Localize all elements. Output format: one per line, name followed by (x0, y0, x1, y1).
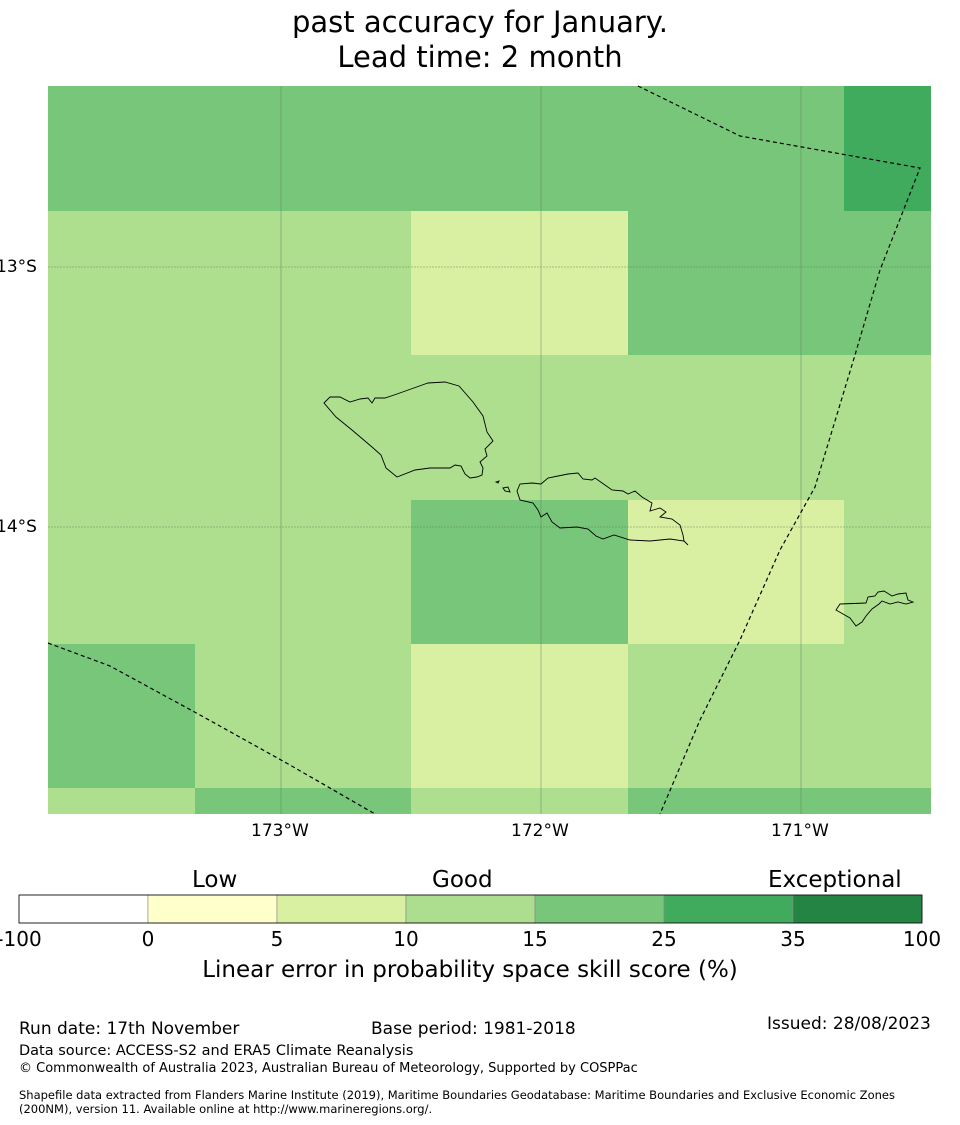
base-period: Base period: 1981-2018 (371, 1019, 576, 1039)
grid-cell (411, 211, 628, 355)
shapefile-credit-line-1: Shapefile data extracted from Flanders M… (19, 1088, 895, 1102)
grid-cell (844, 500, 931, 644)
lon-label-171w: 171°W (771, 821, 829, 841)
grid-cell (48, 211, 411, 355)
map-title-line-2: Lead time: 2 month (337, 40, 623, 74)
run-date: Run date: 17th November (19, 1019, 240, 1039)
island-upolu (516, 472, 689, 546)
colorbar-tick-label: -100 (0, 927, 42, 951)
map-title-line-1: past accuracy for January. (291, 5, 669, 39)
island-apolima (494, 480, 500, 484)
colorbar-segment (792, 894, 923, 924)
colorbar-segment (534, 894, 665, 924)
colorbar-category-good: Good (432, 867, 493, 893)
graticule (48, 86, 931, 814)
colorbar-tick-label: 100 (902, 927, 942, 951)
grid-cell (48, 788, 195, 814)
skill-map (47, 85, 931, 815)
grid-cell (411, 500, 628, 644)
colorbar-tick-label: 5 (270, 927, 284, 951)
coastline (323, 381, 915, 627)
grid-cell (844, 86, 931, 211)
colorbar-category-exceptional: Exceptional (768, 867, 902, 893)
colorbar-category-low: Low (192, 867, 238, 893)
colorbar-outline (18, 894, 923, 924)
colorbar-tick-label: 15 (522, 927, 548, 951)
lon-label-173w: 173°W (251, 821, 309, 841)
grid-cell (411, 644, 628, 788)
skill-grid (48, 86, 931, 814)
issued-date: Issued: 28/08/2023 (767, 1014, 931, 1034)
grid-cell (48, 644, 195, 788)
colorbar-tick-label: 0 (141, 927, 155, 951)
colorbar-segment (18, 894, 149, 924)
grid-cell (628, 644, 931, 788)
grid-cell (48, 355, 931, 500)
lat-label-13s: 13°S (0, 257, 37, 277)
grid-cell (628, 788, 931, 814)
data-source: Data source: ACCESS-S2 and ERA5 Climate … (19, 1043, 414, 1059)
colorbar-label: Linear error in probability space skill … (202, 957, 738, 983)
eez-boundary (47, 85, 921, 815)
colorbar-tick-label: 35 (780, 927, 806, 951)
grid-cell (48, 500, 411, 644)
grid-cell (48, 86, 844, 211)
colorbar-tick-label: 25 (651, 927, 677, 951)
grid-cell (411, 788, 628, 814)
lat-label-14s: 14°S (0, 517, 37, 537)
grid-cell (195, 788, 411, 814)
grid-cell (628, 500, 844, 644)
colorbar-segment (147, 894, 278, 924)
island-tutuila (835, 590, 915, 627)
shapefile-credit-line-2: (200NM), version 11. Available online at… (19, 1102, 433, 1116)
copyright: © Commonwealth of Australia 2023, Austra… (19, 1061, 638, 1076)
colorbar (18, 894, 923, 924)
colorbar-segment (405, 894, 536, 924)
colorbar-tick-label: 10 (393, 927, 419, 951)
island-manono (502, 486, 511, 493)
colorbar-segment (663, 894, 794, 924)
grid-cell (628, 211, 931, 355)
grid-cell (195, 644, 411, 788)
colorbar-segment (276, 894, 407, 924)
lon-label-172w: 172°W (511, 821, 569, 841)
island-savaii (323, 381, 494, 479)
